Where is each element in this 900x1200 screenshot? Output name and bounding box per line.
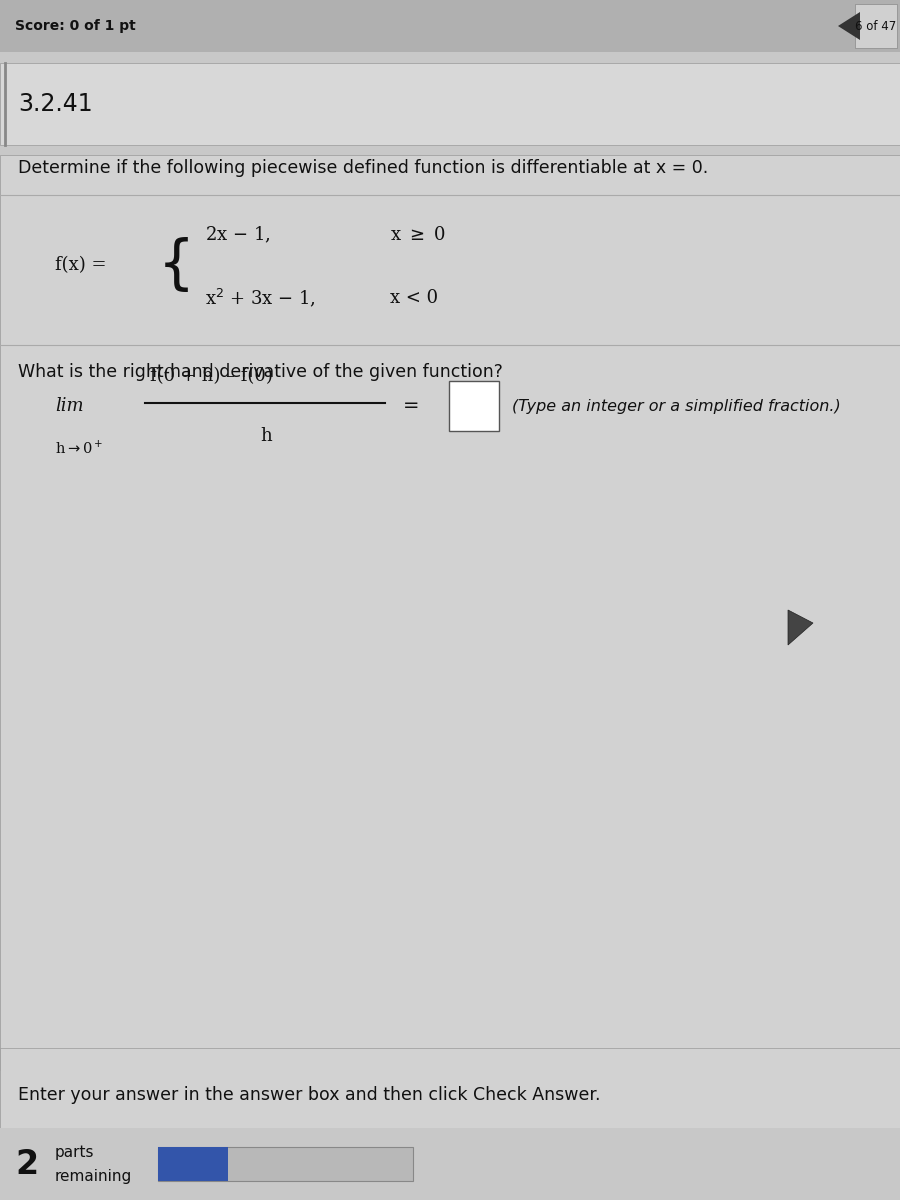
Text: Determine if the following piecewise defined function is differentiable at x = 0: Determine if the following piecewise def…	[18, 158, 708, 176]
Text: parts: parts	[55, 1146, 94, 1160]
Text: remaining: remaining	[55, 1170, 132, 1184]
FancyBboxPatch shape	[855, 4, 897, 48]
FancyBboxPatch shape	[0, 1048, 900, 1133]
Text: =: =	[403, 396, 419, 415]
Text: 2: 2	[15, 1147, 38, 1181]
Text: (Type an integer or a simplified fraction.): (Type an integer or a simplified fractio…	[512, 398, 841, 414]
Text: Score: 0 of 1 pt: Score: 0 of 1 pt	[15, 19, 136, 32]
FancyBboxPatch shape	[158, 1147, 413, 1181]
Text: What is the right-hand derivative of the given function?: What is the right-hand derivative of the…	[18, 364, 503, 382]
Text: h: h	[260, 427, 272, 445]
FancyBboxPatch shape	[158, 1147, 228, 1181]
FancyBboxPatch shape	[0, 62, 900, 145]
Text: 6 of 47: 6 of 47	[855, 19, 896, 32]
Text: {: {	[158, 236, 195, 294]
Text: Enter your answer in the answer box and then click Check Answer.: Enter your answer in the answer box and …	[18, 1086, 600, 1104]
Text: x $\geq$ 0: x $\geq$ 0	[390, 226, 446, 244]
Text: lim: lim	[55, 397, 84, 415]
FancyBboxPatch shape	[449, 382, 499, 431]
Polygon shape	[838, 12, 860, 40]
Text: f(0 + h) – f(0): f(0 + h) – f(0)	[150, 367, 273, 385]
FancyBboxPatch shape	[0, 155, 900, 1070]
FancyBboxPatch shape	[0, 0, 900, 52]
FancyBboxPatch shape	[0, 1128, 900, 1200]
Text: 2x $-$ 1,: 2x $-$ 1,	[205, 224, 271, 245]
Text: x$^2$ + 3x $-$ 1,: x$^2$ + 3x $-$ 1,	[205, 287, 316, 310]
Polygon shape	[788, 610, 813, 646]
Text: 3.2.41: 3.2.41	[18, 92, 93, 116]
Text: h$\rightarrow$0$^+$: h$\rightarrow$0$^+$	[55, 439, 104, 457]
Text: x < 0: x < 0	[390, 289, 438, 307]
Text: f(x) =: f(x) =	[55, 256, 106, 274]
